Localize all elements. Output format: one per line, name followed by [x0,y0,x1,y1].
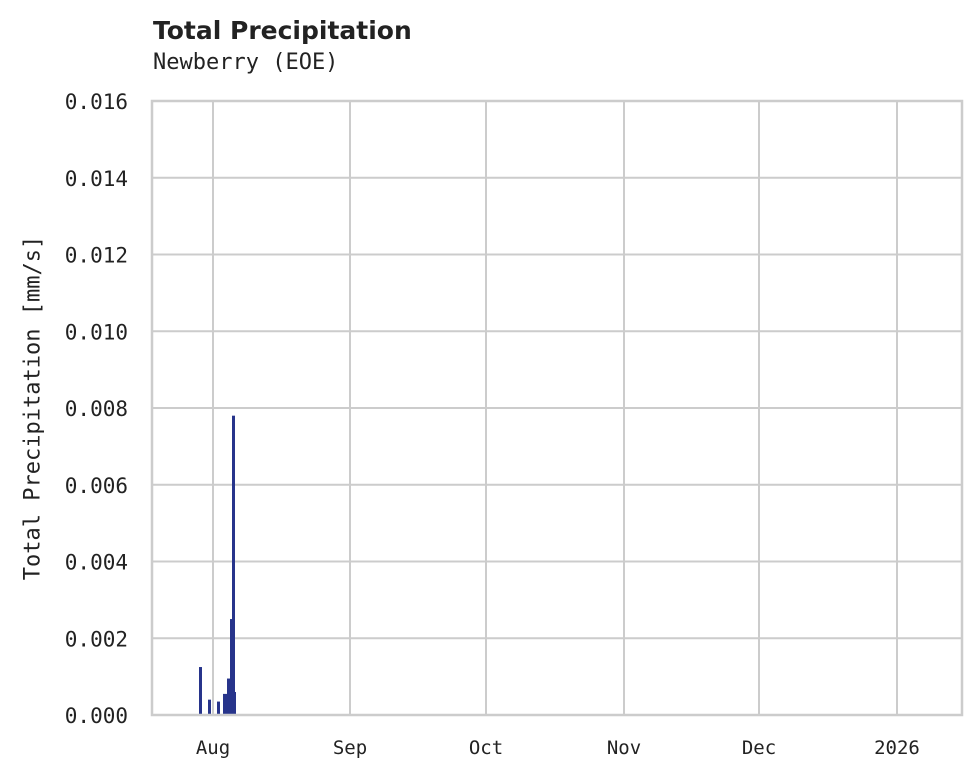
precip-bar [199,667,202,715]
y-tick-label: 0.008 [65,397,128,421]
x-tick-label: Sep [333,737,367,759]
chart-subtitle: Newberry (EOE) [153,50,339,75]
precip-bar [230,619,232,715]
chart-title: Total Precipitation [153,16,412,45]
plot-frame [150,99,964,717]
x-tick-label: Oct [469,737,503,759]
y-tick-label: 0.002 [65,627,128,651]
x-tick-label: Aug [196,737,230,759]
x-tick-label: Dec [742,737,776,759]
x-axis-ticks: Aug Sep Oct Nov Dec 2026 [196,737,920,759]
precip-bar [234,691,236,715]
y-axis-ticks: 0.000 0.002 0.004 0.006 0.008 0.010 0.012 0.014… [65,90,128,728]
bar-series [199,415,236,715]
y-tick-label: 0.016 [65,90,128,114]
grid-lines [152,100,962,716]
precip-bar [208,699,211,715]
y-tick-label: 0.010 [65,320,128,344]
y-tick-label: 0.004 [65,551,128,575]
y-tick-label: 0.012 [65,244,128,268]
precip-bar [227,678,230,715]
precip-bar [217,701,220,715]
precip-bar [232,415,235,715]
x-tick-label: Nov [607,737,641,759]
y-tick-label: 0.006 [65,474,128,498]
precip-bar [223,693,227,715]
y-tick-label: 0.014 [65,167,128,191]
y-tick-label: 0.000 [65,704,128,728]
x-tick-label: 2026 [874,737,920,759]
